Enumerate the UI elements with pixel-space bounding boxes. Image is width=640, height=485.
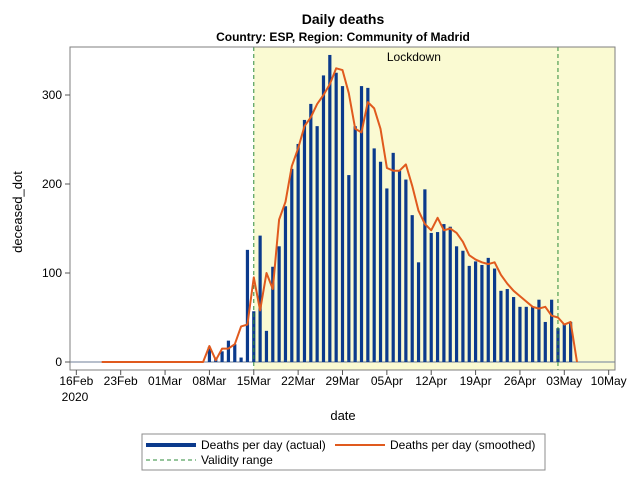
x-tick-label: 01Mar [148,374,182,388]
x-year-label: 2020 [62,390,89,404]
bar-deaths-actual [454,246,459,362]
bar-deaths-actual [467,265,471,362]
bar-deaths-actual [391,152,395,362]
bar-deaths-actual [220,351,224,362]
y-tick-label: 100 [42,266,62,280]
bar-deaths-actual [258,235,262,362]
bar-deaths-actual [353,126,357,363]
x-tick-label: 19Apr [460,374,492,388]
bar-deaths-actual [290,168,294,362]
bar-deaths-actual [233,344,237,362]
bar-deaths-actual [309,103,313,363]
bar-deaths-actual [404,179,408,362]
legend-label-actual: Deaths per day (actual) [201,438,326,452]
bar-deaths-actual [372,148,376,362]
bar-deaths-actual [531,306,535,362]
legend-label-validity: Validity range [201,453,273,467]
bar-deaths-actual [518,306,522,362]
bar-deaths-actual [550,299,554,362]
x-tick-label: 26Apr [504,374,536,388]
bar-deaths-actual [435,232,440,362]
bar-deaths-actual [397,170,402,362]
bar-deaths-actual [473,261,478,362]
smoothed-deaths-line [101,67,578,363]
x-axis-label: date [330,408,355,423]
chart-subtitle: Country: ESP, Region: Community of Madri… [216,30,470,44]
lockdown-label: Lockdown [387,50,441,64]
bar-deaths-actual [347,175,351,362]
bar-deaths-actual [512,297,516,362]
bar-deaths-actual [207,346,212,362]
bar-deaths-actual [271,266,275,362]
x-tick-label: 03May [546,374,582,388]
bar-deaths-actual [461,250,465,362]
bar-deaths-actual [226,340,231,362]
bar-deaths-actual [505,289,509,362]
x-tick-label: 05Apr [371,374,403,388]
x-tick-label: 22Mar [281,374,315,388]
x-tick-label: 12Apr [415,374,447,388]
y-tick-label: 0 [55,355,62,369]
y-tick-label: 200 [42,177,62,191]
bar-deaths-actual [239,357,243,362]
legend: Deaths per day (actual) Deaths per day (… [141,433,546,471]
bar-deaths-actual [562,323,566,362]
bar-deaths-actual [277,246,281,362]
bar-deaths-actual [366,87,370,362]
bar-deaths-actual [334,72,338,362]
bar-deaths-actual [385,188,389,362]
bar-deaths-actual [245,249,250,362]
bar-deaths-actual [359,86,364,362]
x-tick-label: 23Feb [104,374,138,388]
bar-deaths-actual [486,257,490,362]
bar-deaths-actual [264,330,269,362]
x-tick-label: 08Mar [192,374,226,388]
bar-deaths-actual [315,126,319,363]
x-tick-label: 16Feb [59,374,93,388]
bar-deaths-actual [423,189,427,362]
bar-deaths-actual [416,262,421,362]
bar-deaths-actual [492,268,497,362]
y-axis-label: deceased_dot [10,171,25,253]
bar-deaths-actual [378,161,383,362]
bar-deaths-actual [340,86,345,362]
bar-deaths-actual [410,215,414,362]
bar-deaths-actual [524,306,528,362]
bar-deaths-actual [302,119,307,362]
bar-deaths-actual [543,321,547,362]
bar-deaths-actual [442,224,446,362]
legend-box [141,433,546,471]
x-tick-label: 29Mar [325,374,359,388]
y-tick-label: 300 [42,88,62,102]
bar-deaths-actual [499,290,503,362]
bar-deaths-actual [429,232,433,362]
bar-deaths-actual [328,54,332,362]
bar-deaths-actual [283,206,288,362]
bar-deaths-actual [537,299,541,362]
x-tick-label: 15Mar [237,374,271,388]
bar-deaths-actual [556,328,560,362]
legend-label-smoothed: Deaths per day (smoothed) [390,438,535,452]
bar-deaths-actual [448,226,452,362]
bar-deaths-actual [480,264,484,362]
x-tick-label: 10May [591,374,627,388]
bar-deaths-actual [321,75,326,363]
bar-deaths-actual [296,143,300,362]
bar-deaths-actual [569,321,573,362]
chart-title: Daily deaths [302,11,385,27]
